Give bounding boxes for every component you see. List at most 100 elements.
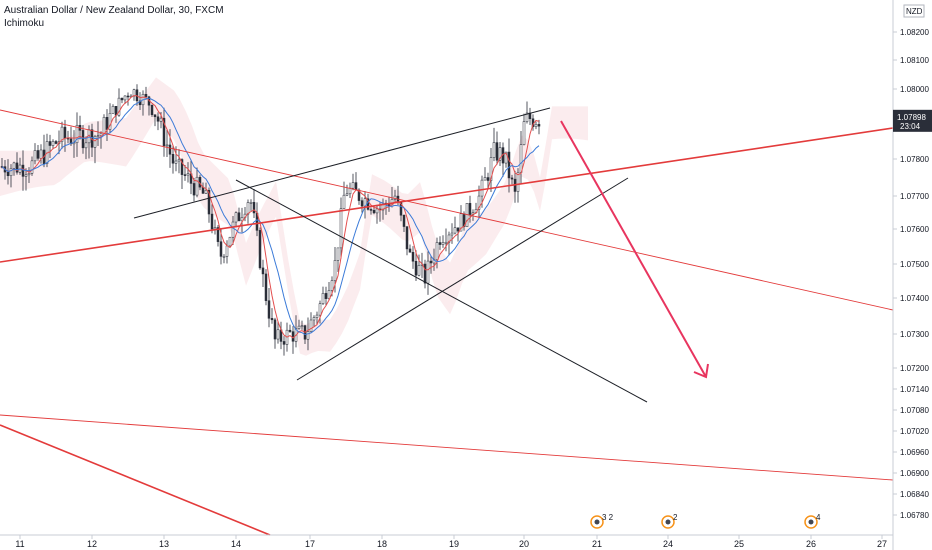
candle (492, 127, 496, 162)
time-tick-label: 12 (87, 539, 97, 549)
candle (183, 164, 187, 181)
candle (21, 150, 25, 191)
candle-body (489, 157, 493, 181)
candle (411, 246, 415, 269)
candle-body (114, 106, 118, 116)
price-tick-label: 1.08200 (900, 28, 929, 37)
candle (279, 321, 283, 350)
candle-body (372, 210, 376, 214)
red-trend-line-diagonal[interactable] (0, 109, 894, 311)
red-trend-line-steep[interactable] (0, 424, 271, 536)
candle (60, 121, 64, 149)
candle-body (441, 242, 445, 245)
currency-label: NZD (906, 7, 923, 16)
projection-arrow[interactable] (560, 120, 709, 379)
candle (213, 219, 217, 235)
candle (81, 125, 85, 154)
candle (342, 181, 346, 209)
candle-body (111, 106, 115, 114)
candle (270, 308, 274, 324)
candle-body (216, 227, 220, 242)
candle-body (402, 214, 406, 227)
candle (261, 259, 265, 288)
candle (291, 326, 295, 354)
candle (459, 205, 463, 232)
candle (249, 199, 253, 211)
candle (435, 237, 439, 269)
candle (9, 164, 13, 188)
price-tick-label: 1.06780 (900, 511, 929, 520)
candle-body (267, 300, 271, 319)
candle-body (228, 236, 232, 247)
candle (393, 189, 397, 203)
candle-body (360, 200, 364, 207)
red-trend-line-lower[interactable] (0, 414, 894, 481)
price-tick-label: 1.07140 (900, 385, 929, 394)
candle-body (105, 117, 109, 130)
candle (228, 236, 232, 247)
candle (210, 204, 214, 234)
candle (423, 259, 427, 289)
candle (30, 156, 34, 176)
candle (36, 145, 40, 161)
candle (93, 134, 97, 164)
time-tick-label: 21 (592, 539, 602, 549)
candle (489, 148, 493, 192)
candle (297, 319, 301, 330)
candle (318, 300, 322, 324)
last-price-badge (893, 109, 932, 132)
candle-body (102, 117, 106, 134)
candle (195, 167, 199, 198)
candle-body (312, 317, 316, 321)
candle (42, 134, 46, 168)
candle (174, 146, 178, 172)
price-tick-label: 1.07300 (900, 330, 929, 339)
candle (222, 254, 226, 264)
candle (429, 255, 433, 274)
red-trend-line-upper[interactable] (0, 127, 894, 263)
cloud-area (0, 77, 588, 356)
candle-body (138, 100, 142, 106)
candle (258, 227, 262, 270)
candle-body (306, 331, 310, 340)
price-tick-label: 1.07080 (900, 406, 929, 415)
trend-drawings[interactable] (0, 107, 894, 536)
time-tick-label: 14 (231, 539, 241, 549)
candle-body (282, 341, 286, 345)
tenkan-line (1, 95, 540, 339)
candle-body (183, 174, 187, 176)
candle-body (123, 95, 127, 101)
candle-body (159, 117, 163, 122)
candle-body (345, 193, 349, 196)
candle-body (27, 173, 31, 176)
time-tick-label: 27 (877, 539, 887, 549)
black-channel-upper[interactable] (133, 107, 551, 219)
candle (231, 215, 235, 245)
candle-body (6, 171, 10, 177)
candle-body (498, 147, 502, 161)
candle (504, 151, 508, 168)
candle-body (336, 247, 340, 261)
projection-arrow-shaft (560, 120, 707, 378)
candle-body (492, 142, 496, 158)
candle (477, 185, 481, 219)
time-tick-label: 24 (663, 539, 673, 549)
candle (153, 114, 157, 127)
candle-body (423, 263, 427, 284)
candle (414, 250, 418, 282)
candle (51, 139, 55, 150)
candle-body (468, 203, 472, 215)
candle (453, 216, 457, 235)
event-marker-label: 3 2 (602, 513, 614, 522)
black-channel-lower[interactable] (296, 177, 629, 381)
event-marker-label: 2 (673, 513, 678, 522)
candle (483, 167, 487, 181)
candle (321, 286, 325, 306)
candle (300, 320, 304, 330)
candle (120, 97, 124, 104)
kijun-line (1, 97, 540, 336)
black-diagonal-line[interactable] (235, 179, 648, 403)
candle-body (204, 189, 208, 194)
